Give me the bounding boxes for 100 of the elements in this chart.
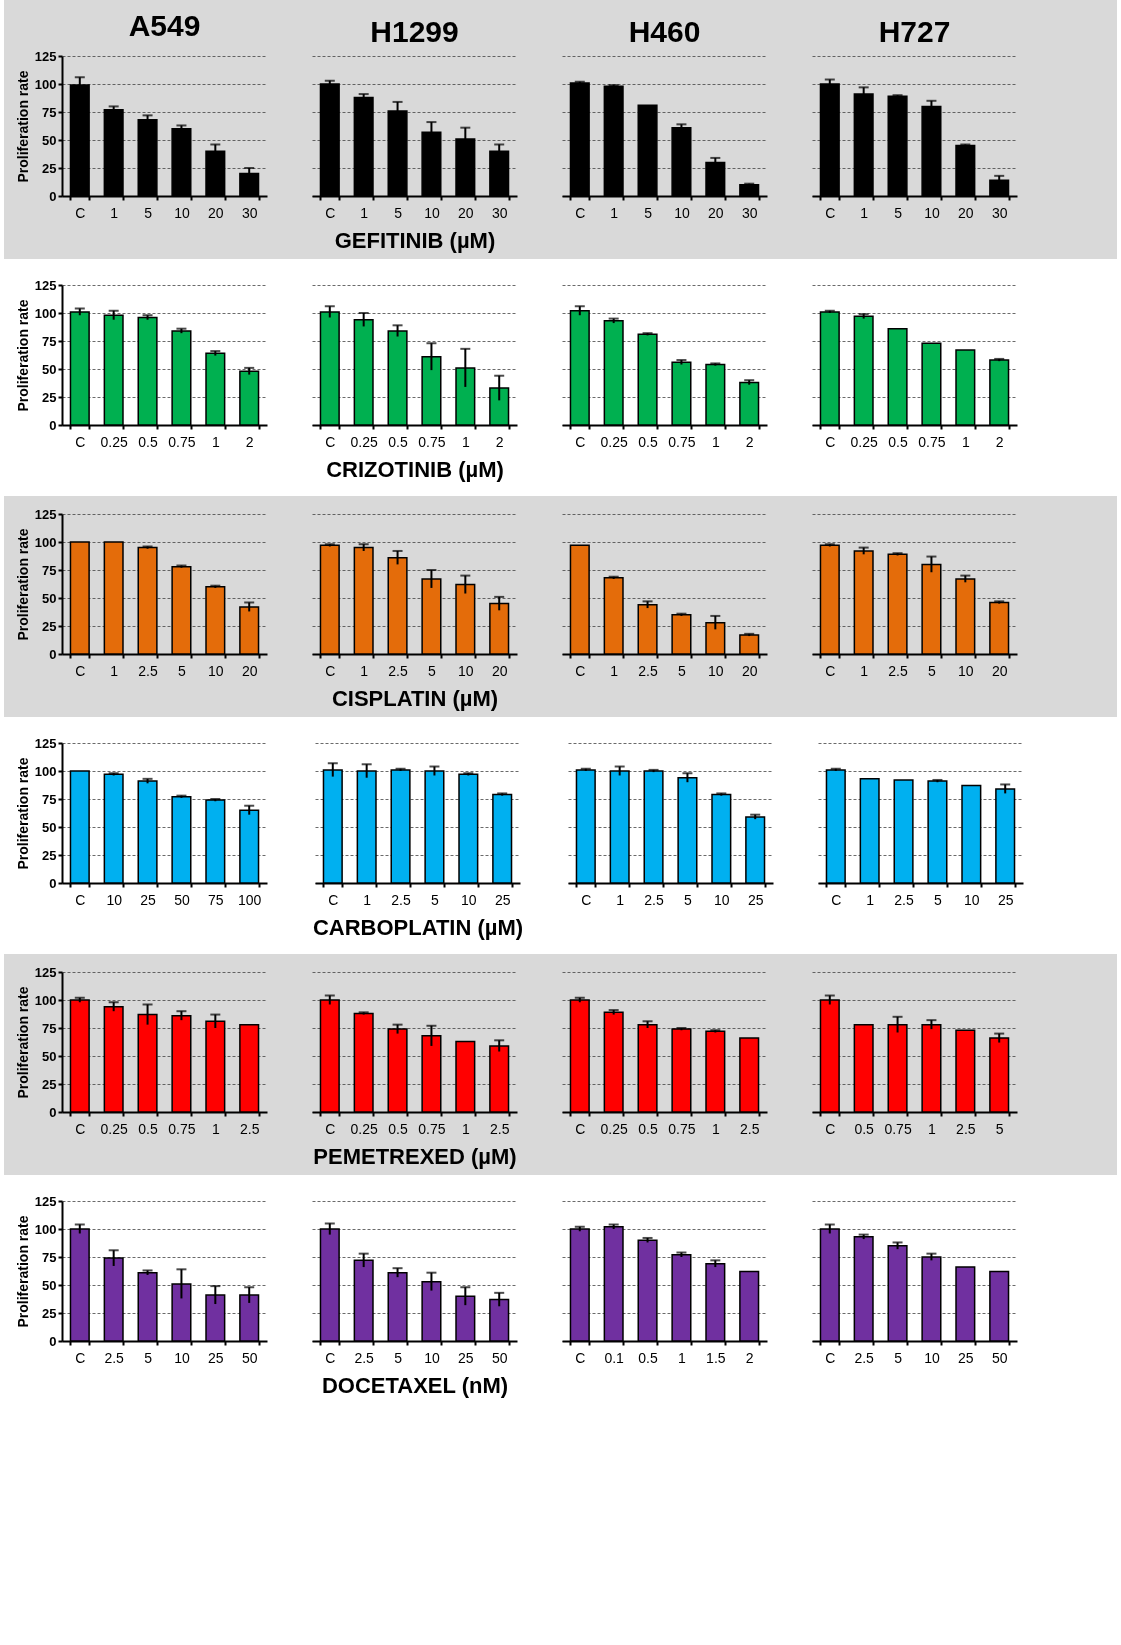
x-tick-label: 0.5 xyxy=(138,1120,158,1137)
y-tick-label: 25 xyxy=(42,1305,57,1321)
x-tick-label: 1 xyxy=(461,433,470,450)
x-tick-label: 0.5 xyxy=(388,1120,408,1137)
x-tick-label: 20 xyxy=(708,204,724,221)
x-tick-label: 5 xyxy=(678,662,687,679)
y-tick-label: 0 xyxy=(49,875,57,891)
x-tick-label: 1 xyxy=(110,204,119,221)
y-tick-label: 50 xyxy=(42,132,57,148)
y-tick-label: 25 xyxy=(42,618,57,634)
x-tick-label: 2.5 xyxy=(489,1120,510,1137)
x-tick-label: 1 xyxy=(211,1120,220,1137)
y-tick-label: 125 xyxy=(34,506,57,522)
x-tick-label: 0.25 xyxy=(600,1120,629,1137)
x-tick-label: 25 xyxy=(140,891,157,908)
x-tick-label: 25 xyxy=(747,891,764,908)
x-tick-label: C xyxy=(825,1120,836,1137)
x-tick-label: 0.25 xyxy=(350,1120,379,1137)
x-tick-label: 0.75 xyxy=(884,1120,912,1137)
x-tick-label: 2.5 xyxy=(138,662,158,679)
x-tick-label: 1.5 xyxy=(706,1349,726,1366)
y-tick-label: 100 xyxy=(34,76,57,92)
x-tick-label: 2 xyxy=(495,433,504,450)
x-tick-label: 0.5 xyxy=(638,433,658,450)
x-tick-label: 10 xyxy=(708,662,724,679)
x-tick-label: 50 xyxy=(991,1349,1008,1366)
x-tick-label: 10 xyxy=(964,891,980,908)
x-tick-label: 0.75 xyxy=(668,1120,696,1137)
x-tick-label: 10 xyxy=(958,662,974,679)
x-tick-label: 75 xyxy=(208,891,224,908)
x-tick-label: 2.5 xyxy=(104,1349,125,1366)
x-tick-label: 1 xyxy=(711,1120,720,1137)
x-tick-label: 0.25 xyxy=(600,433,629,450)
x-tick-label: C xyxy=(75,662,86,679)
x-tick-label: C xyxy=(825,433,836,450)
x-tick-label: C xyxy=(325,1349,336,1366)
y-tick-label: 75 xyxy=(42,104,57,120)
x-tick-label: C xyxy=(325,433,336,450)
x-tick-label: 2.5 xyxy=(894,891,914,908)
x-tick-label: 0.75 xyxy=(168,433,196,450)
y-tick-label: 125 xyxy=(34,48,57,64)
x-tick-label: 50 xyxy=(174,891,190,908)
x-tick-label: C xyxy=(75,1120,86,1137)
y-axis-title: Proliferation rate xyxy=(14,757,31,870)
y-tick-label: 50 xyxy=(42,1277,57,1293)
x-tick-label: C xyxy=(575,1349,586,1366)
x-tick-label: 0.75 xyxy=(668,433,696,450)
x-tick-label: 10 xyxy=(924,204,940,221)
x-tick-label: 10 xyxy=(424,204,440,221)
x-tick-label: 2 xyxy=(745,1349,754,1366)
y-axis-title: Proliferation rate xyxy=(14,70,31,183)
y-tick-label: 0 xyxy=(49,1104,57,1120)
y-axis-title: Proliferation rate xyxy=(14,986,31,1099)
x-tick-label: 25 xyxy=(494,891,511,908)
y-tick-label: 0 xyxy=(49,188,57,204)
x-tick-label: 2.5 xyxy=(739,1120,760,1137)
x-tick-label: 5 xyxy=(394,204,403,221)
x-tick-label: 2.5 xyxy=(354,1349,375,1366)
x-tick-label: 5 xyxy=(934,891,943,908)
x-tick-label: 25 xyxy=(458,1349,474,1366)
x-tick-label: 0.25 xyxy=(100,1120,129,1137)
x-axis-title: CARBOPLATIN (µM) xyxy=(312,914,524,940)
y-tick-label: 125 xyxy=(34,735,57,751)
x-tick-label: 0.5 xyxy=(138,433,158,450)
x-tick-label: 5 xyxy=(928,662,937,679)
x-tick-label: 1 xyxy=(363,891,372,908)
chart-title: H1299 xyxy=(370,15,459,48)
x-tick-label: 10 xyxy=(106,891,123,908)
x-tick-label: C xyxy=(328,891,339,908)
x-tick-label: 0.75 xyxy=(168,1120,196,1137)
x-tick-label: 5 xyxy=(431,891,440,908)
x-tick-label: 2.5 xyxy=(644,891,664,908)
y-tick-label: 75 xyxy=(42,333,57,349)
x-tick-label: 10 xyxy=(174,204,190,221)
y-tick-label: 50 xyxy=(42,1048,57,1064)
x-tick-label: 0.5 xyxy=(888,433,908,450)
x-tick-label: 1 xyxy=(360,662,369,679)
x-tick-label: 2.5 xyxy=(888,662,908,679)
x-tick-label: 0.1 xyxy=(604,1349,625,1366)
x-tick-label: 10 xyxy=(674,204,690,221)
x-tick-label: C xyxy=(575,204,586,221)
x-tick-label: 1 xyxy=(461,1120,470,1137)
y-tick-label: 100 xyxy=(34,763,57,779)
x-tick-label: 0.75 xyxy=(418,1120,446,1137)
y-tick-label: 100 xyxy=(34,305,57,321)
x-tick-label: 5 xyxy=(995,1120,1004,1137)
y-tick-label: 0 xyxy=(49,1333,57,1349)
x-tick-label: 0.25 xyxy=(850,433,879,450)
y-tick-label: 50 xyxy=(42,361,57,377)
x-tick-label: 0.25 xyxy=(100,433,129,450)
x-tick-label: 30 xyxy=(241,204,258,221)
x-tick-label: 0.5 xyxy=(388,433,408,450)
x-tick-label: 10 xyxy=(174,1349,190,1366)
x-tick-label: C xyxy=(575,433,586,450)
x-axis-title: DOCETAXEL (nM) xyxy=(321,1372,509,1398)
x-tick-label: 5 xyxy=(684,891,693,908)
x-axis-title: CISPLATIN (µM) xyxy=(331,685,499,711)
x-tick-label: 2.5 xyxy=(956,1120,976,1137)
y-tick-label: 0 xyxy=(49,646,57,662)
x-tick-label: C xyxy=(325,204,336,221)
